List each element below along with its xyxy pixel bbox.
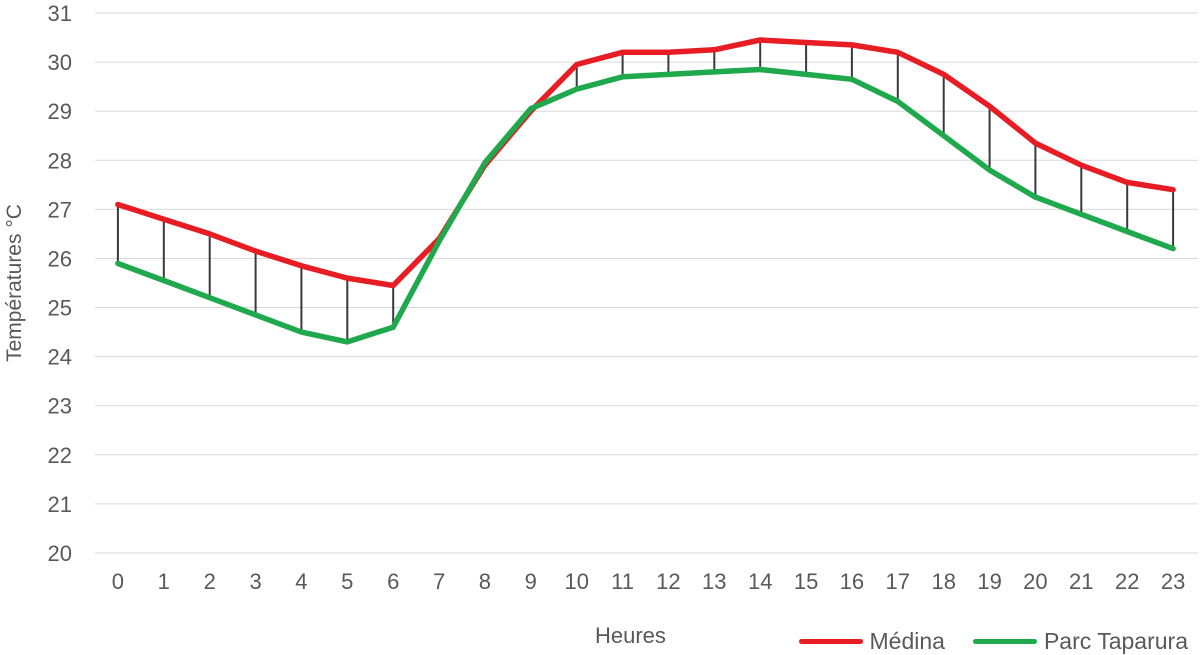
y-tick-label: 20 [48, 541, 72, 566]
x-tick-label: 10 [564, 569, 588, 594]
x-tick-label: 19 [977, 569, 1001, 594]
y-tick-label: 23 [48, 394, 72, 419]
y-tick-label: 29 [48, 99, 72, 124]
legend-label-parc-taparura: Parc Taparura [1043, 628, 1188, 654]
y-tick-label: 27 [48, 197, 72, 222]
series-line-m-dina [115, 37, 1176, 289]
legend: Médina Parc Taparura [798, 628, 1188, 655]
x-tick-label: 14 [748, 569, 772, 594]
x-tick-label: 3 [249, 569, 261, 594]
x-tick-label: 4 [295, 569, 307, 594]
x-tick-label: 0 [112, 569, 124, 594]
y-tick-label: 21 [48, 492, 72, 517]
x-tick-label: 1 [158, 569, 170, 594]
x-tick-label: 7 [433, 569, 445, 594]
x-tick-label: 11 [611, 569, 634, 594]
x-tick-label: 12 [656, 569, 680, 594]
legend-swatch-medina [798, 639, 863, 644]
x-tick-label: 17 [886, 569, 910, 594]
legend-label-medina: Médina [869, 628, 945, 654]
series-line-parc-taparura [115, 66, 1176, 345]
y-axis-title: Températures °C [3, 204, 26, 362]
x-tick-label: 16 [840, 569, 864, 594]
x-tick-label: 6 [387, 569, 399, 594]
y-tick-label: 22 [48, 443, 72, 468]
y-tick-label: 24 [48, 345, 72, 370]
y-tick-label: 31 [48, 1, 72, 26]
x-tick-label: 5 [341, 569, 353, 594]
x-axis-title: Heures [595, 623, 666, 648]
x-tick-label: 21 [1069, 569, 1093, 594]
x-tick-label: 22 [1115, 569, 1139, 594]
y-tick-label: 28 [48, 148, 72, 173]
x-tick-label: 18 [931, 569, 955, 594]
x-tick-label: 15 [794, 569, 818, 594]
x-tick-label: 9 [525, 569, 537, 594]
x-tick-label: 23 [1161, 569, 1185, 594]
y-tick-label: 30 [48, 50, 72, 75]
x-tick-label: 2 [204, 569, 216, 594]
x-tick-label: 13 [702, 569, 726, 594]
y-tick-label: 26 [48, 247, 72, 272]
y-tick-label: 25 [48, 296, 72, 321]
legend-swatch-parc-taparura [972, 639, 1037, 644]
x-tick-label: 20 [1023, 569, 1047, 594]
x-tick-label: 8 [479, 569, 491, 594]
